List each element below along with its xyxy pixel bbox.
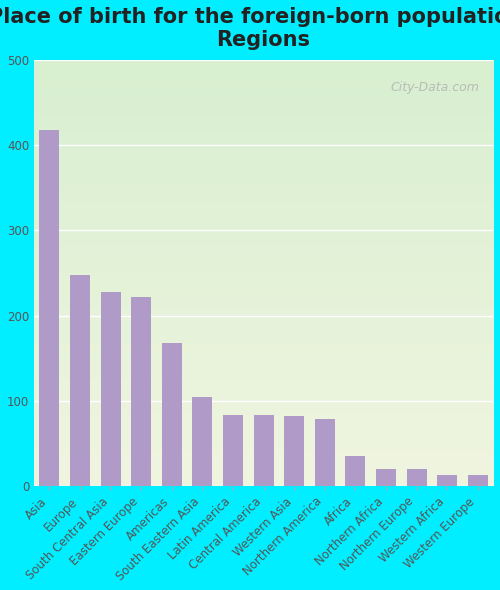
Bar: [192, 398, 212, 486]
Bar: [437, 475, 457, 486]
Bar: [223, 415, 243, 486]
Bar: [315, 419, 334, 486]
Bar: [376, 469, 396, 486]
Bar: [162, 343, 182, 486]
Bar: [40, 130, 60, 486]
Bar: [284, 416, 304, 486]
Text: City-Data.com: City-Data.com: [390, 81, 480, 94]
Bar: [346, 456, 366, 486]
Bar: [254, 415, 274, 486]
Title: Place of birth for the foreign-born population -
Regions: Place of birth for the foreign-born popu…: [0, 7, 500, 50]
Bar: [406, 469, 426, 486]
Bar: [131, 297, 151, 486]
Bar: [468, 475, 487, 486]
Bar: [100, 292, 120, 486]
Bar: [70, 275, 90, 486]
